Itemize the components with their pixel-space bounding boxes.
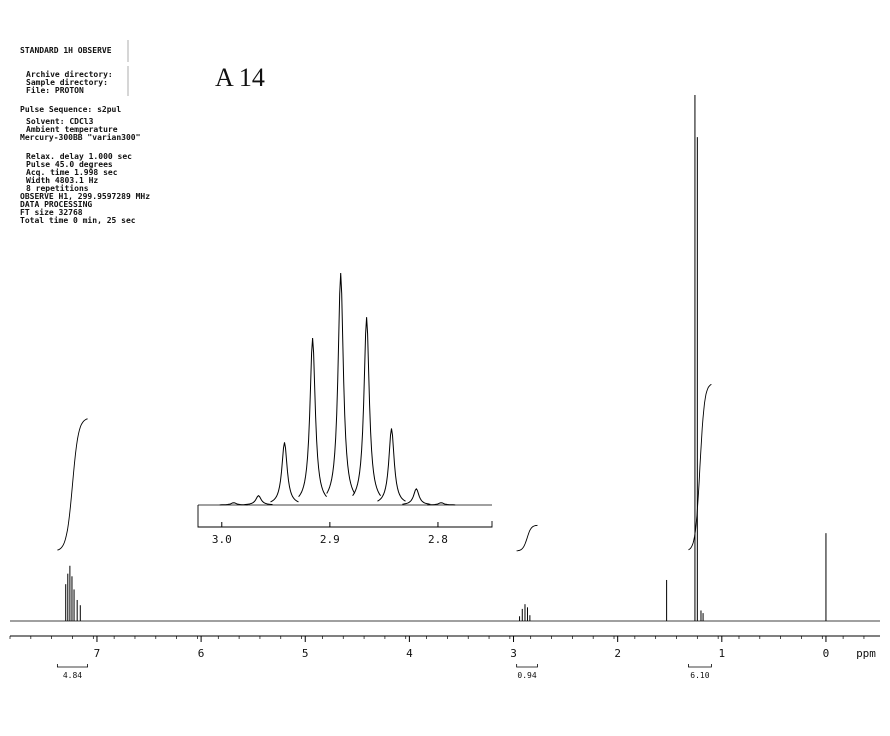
- parameter-line: FT size 32768: [20, 207, 83, 217]
- parameter-block: STANDARD 1H OBSERVE Archive directory:Sam…: [20, 46, 150, 225]
- inset-peak: [326, 272, 356, 494]
- integral-bracket: [56, 664, 88, 668]
- inset-peak: [244, 495, 273, 505]
- inset-peak: [298, 337, 327, 498]
- parameter-line: Acq. time 1.998 sec: [26, 167, 118, 177]
- parameter-line: Total time 0 min, 25 sec: [20, 215, 136, 225]
- x-tick-label: 5: [302, 647, 309, 660]
- inset-peak: [402, 487, 431, 505]
- parameter-line: STANDARD 1H OBSERVE: [20, 46, 112, 55]
- inset-x-tick-label: 2.8: [428, 533, 448, 546]
- x-axis-label: ppm: [856, 647, 876, 660]
- integral-label: 0.94: [517, 671, 536, 680]
- inset-x-tick-label: 2.9: [320, 533, 340, 546]
- parameter-line: Archive directory:: [26, 69, 113, 79]
- x-tick-label: 7: [94, 647, 101, 660]
- integral-curve: [57, 418, 88, 551]
- integral-label: 6.10: [690, 671, 709, 680]
- parameter-line: Width 4803.1 Hz: [26, 175, 98, 185]
- x-tick-label: 3: [510, 647, 517, 660]
- parameter-line: Solvent: CDCl3: [26, 117, 94, 126]
- inset-peak: [427, 502, 456, 506]
- parameter-line: Pulse 45.0 degrees: [26, 160, 113, 169]
- parameter-line: Ambient temperature: [26, 124, 118, 134]
- integral-bracket: [688, 664, 712, 668]
- inset-peak: [270, 442, 299, 503]
- x-tick-label: 2: [614, 647, 621, 660]
- x-tick-label: 4: [406, 647, 413, 660]
- integral-curve: [688, 383, 712, 551]
- chart-title: A 14: [215, 63, 265, 92]
- parameter-line: Mercury-300BB "varian300": [20, 132, 140, 142]
- parameter-line: DATA PROCESSING: [20, 200, 92, 209]
- x-tick-label: 1: [718, 647, 725, 660]
- inset-peak: [352, 317, 382, 496]
- parameter-line: File: PROTON: [26, 85, 84, 95]
- parameter-line: 8 repetitions: [26, 183, 89, 193]
- inset-peak: [377, 428, 406, 502]
- integral-bracket: [516, 664, 538, 668]
- x-tick-label: 0: [823, 647, 830, 660]
- parameter-line: OBSERVE H1, 299.9597289 MHz: [20, 192, 150, 201]
- inset-x-tick-label: 3.0: [212, 533, 232, 546]
- parameter-line: Pulse Sequence: s2pul: [20, 105, 121, 114]
- parameter-line: Relax. delay 1.000 sec: [26, 152, 132, 161]
- x-tick-label: 6: [198, 647, 205, 660]
- inset-frame: [197, 505, 493, 528]
- integral-curve: [516, 524, 538, 552]
- parameter-line: Sample directory:: [26, 77, 108, 87]
- inset-peak: [219, 502, 248, 506]
- integral-label: 4.84: [63, 671, 82, 680]
